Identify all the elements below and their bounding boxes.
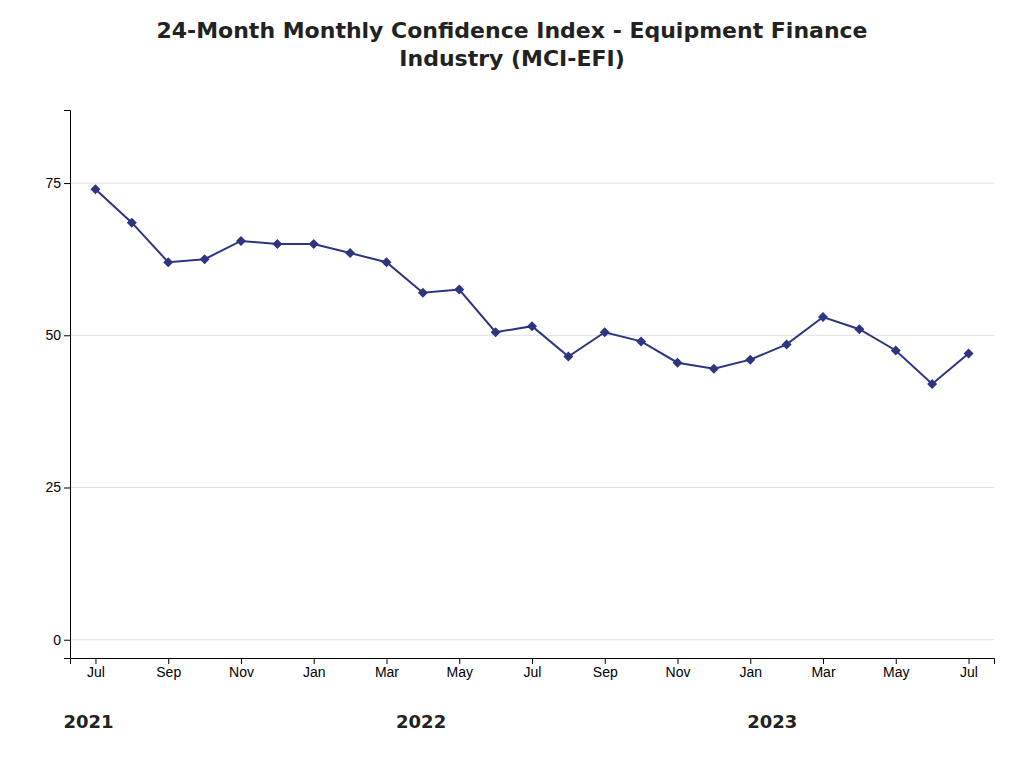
marker — [491, 327, 501, 337]
x-tick: Mar — [811, 658, 835, 680]
y-tick: 0 — [53, 632, 70, 648]
marker — [127, 218, 137, 228]
x-tick-label: Nov — [666, 664, 691, 680]
y-axis-line — [64, 111, 71, 659]
x-tick-label: Jul — [524, 664, 542, 680]
marker — [236, 236, 246, 246]
grid — [70, 183, 994, 640]
x-tick: Jul — [960, 658, 978, 680]
marker — [891, 346, 901, 356]
marker — [454, 285, 464, 295]
x-tick-label: Nov — [229, 664, 254, 680]
title-line: 24-Month Monthly Confidence Index - Equi… — [156, 18, 867, 43]
plot-area: 0 25 50 75 Jul Sep Nov Jan Mar May Jul Sep Nov Jan Mar… — [45, 111, 994, 680]
y-axis: 0 25 50 75 — [45, 111, 70, 659]
x-tick-label: May — [447, 664, 473, 680]
x-tick: Sep — [156, 658, 181, 680]
marker — [709, 364, 719, 374]
x-tick: Jul — [524, 658, 542, 680]
x-tick-label: Sep — [156, 664, 181, 680]
annotation: 2021 — [63, 711, 113, 732]
x-tick-label: Jan — [303, 664, 326, 680]
grid-line — [70, 487, 994, 488]
marker — [927, 379, 937, 389]
marker — [418, 288, 428, 298]
y-tick-label: 50 — [45, 327, 61, 343]
annotation: 2022 — [396, 711, 446, 732]
x-tick: Sep — [593, 658, 618, 680]
marker — [527, 321, 537, 331]
y-tick-mark — [64, 335, 70, 336]
y-tick-label: 25 — [45, 479, 61, 495]
marker — [636, 336, 646, 346]
x-tick: May — [447, 658, 473, 680]
series-group — [90, 184, 973, 389]
x-axis: Jul Sep Nov Jan Mar May Jul Sep Nov Jan Mar May Jul — [71, 658, 995, 680]
line — [95, 189, 968, 384]
title-line: Industry (MCI-EFI) — [399, 46, 624, 71]
marker — [163, 257, 173, 267]
chart-svg: 24-Month Monthly Confidence Index - Equi… — [0, 0, 1024, 768]
x-tick-label: Jul — [87, 664, 105, 680]
y-tick: 50 — [45, 327, 70, 343]
x-tick-label: Mar — [375, 664, 399, 680]
marker — [782, 339, 792, 349]
x-tick: Jan — [739, 658, 762, 680]
y-tick: 25 — [45, 479, 70, 495]
x-tick-label: Jan — [739, 664, 762, 680]
marker — [309, 239, 319, 249]
x-tick: Nov — [666, 658, 691, 680]
marker — [818, 312, 828, 322]
marker — [200, 254, 210, 264]
x-tick-label: May — [883, 664, 909, 680]
x-tick: Nov — [229, 658, 254, 680]
y-tick-mark — [64, 183, 70, 184]
marker — [381, 257, 391, 267]
marker — [673, 358, 683, 368]
marker — [854, 324, 864, 334]
marker — [745, 355, 755, 365]
grid-line — [70, 639, 994, 640]
y-tick: 75 — [45, 175, 70, 191]
y-tick-mark — [64, 640, 70, 641]
x-tick: May — [883, 658, 909, 680]
grid-line — [70, 335, 994, 336]
x-tick-label: Jul — [960, 664, 978, 680]
x-tick: Mar — [375, 658, 399, 680]
x-tick-label: Sep — [593, 664, 618, 680]
marker — [600, 327, 610, 337]
x-tick: Jul — [87, 658, 105, 680]
y-tick-mark — [64, 488, 70, 489]
marker — [345, 248, 355, 258]
chart-title: 24-Month Monthly Confidence Index - Equi… — [156, 18, 867, 71]
y-tick-label: 75 — [45, 175, 61, 191]
annotation: 2023 — [747, 711, 797, 732]
marker — [272, 239, 282, 249]
y-tick-label: 0 — [53, 632, 61, 648]
x-tick: Jan — [303, 658, 326, 680]
marker — [90, 184, 100, 194]
grid-line — [70, 183, 994, 184]
chart-container: 24-Month Monthly Confidence Index - Equi… — [0, 0, 1024, 768]
marker — [964, 349, 974, 359]
marker — [563, 352, 573, 362]
x-tick-label: Mar — [811, 664, 835, 680]
